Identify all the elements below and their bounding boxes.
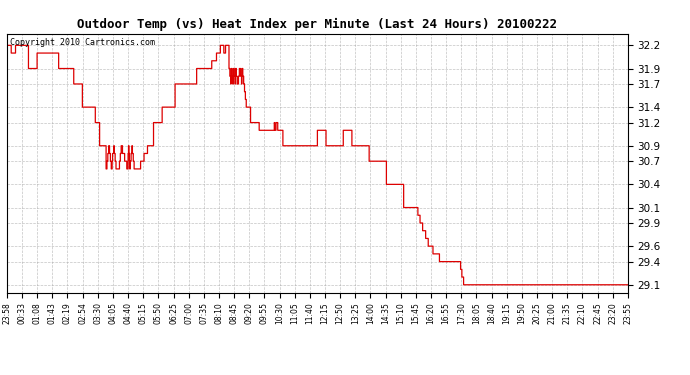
Text: Copyright 2010 Cartronics.com: Copyright 2010 Cartronics.com [10, 38, 155, 46]
Title: Outdoor Temp (vs) Heat Index per Minute (Last 24 Hours) 20100222: Outdoor Temp (vs) Heat Index per Minute … [77, 18, 558, 31]
